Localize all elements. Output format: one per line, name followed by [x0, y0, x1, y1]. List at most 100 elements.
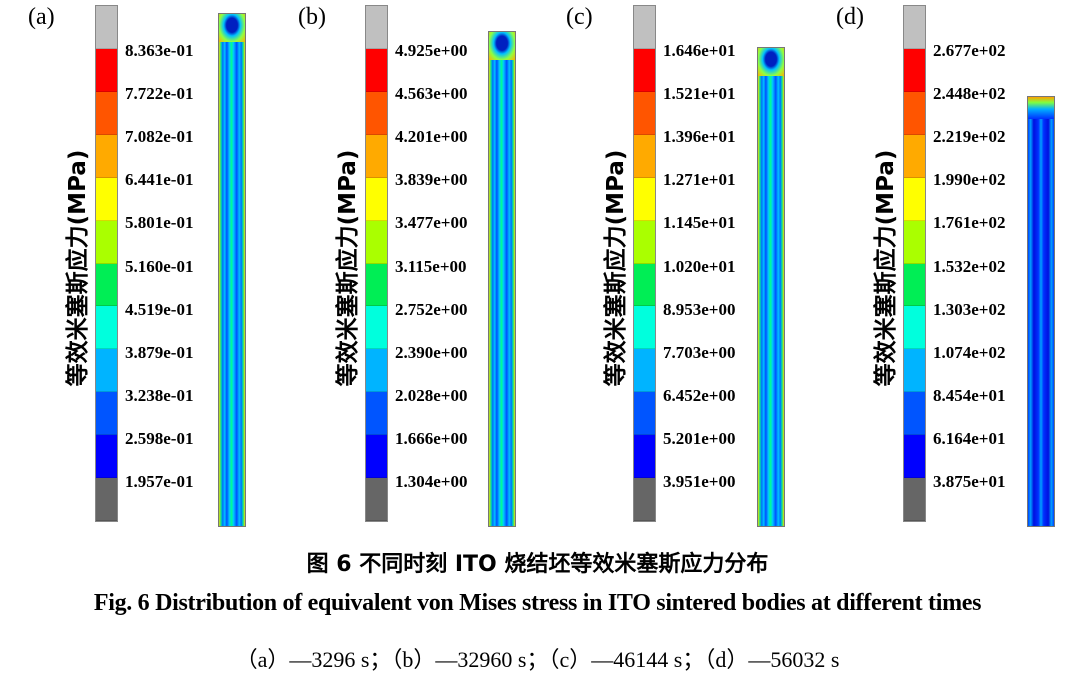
colorbar-segment	[904, 435, 925, 479]
panel-d: (d) 等效米塞斯应力(MPa) 2.677e+02 2.448e+02 2.219e+…	[808, 0, 1075, 535]
colorbar-segment	[366, 263, 387, 307]
figure-caption-english: Fig. 6 Distribution of equivalent von Mi…	[93, 590, 982, 616]
colorbar-segment	[96, 6, 117, 49]
figure-caption-times: （a）—3296 s；（b）—32960 s；（c）—46144 s；（d）—5…	[235, 647, 840, 672]
colorbar-tick-label: 1.303e+02	[933, 299, 1006, 319]
contour-top-region	[489, 32, 515, 60]
colorbar-segment	[366, 91, 387, 135]
colorbar-tick-label: 7.722e-01	[125, 84, 194, 104]
colorbar-segment	[366, 134, 387, 178]
y-axis-label: 等效米塞斯应力(MPa)	[873, 149, 899, 387]
colorbar-tick-label: 1.304e+00	[395, 471, 468, 491]
figure-caption-chinese: 图 6 不同时刻 ITO 烧结坯等效米塞斯应力分布	[306, 552, 769, 577]
colorbar-tick-label: 1.666e+00	[395, 428, 468, 448]
y-axis-label: 等效米塞斯应力(MPa)	[335, 149, 361, 387]
colorbar-tick-label: 1.271e+01	[663, 170, 736, 190]
colorbar-tick-label: 1.396e+01	[663, 127, 736, 147]
colorbar-segment	[904, 478, 925, 522]
colorbar-tick-label: 4.563e+00	[395, 84, 468, 104]
stress-contour-plot	[488, 31, 516, 527]
stress-contour-plot	[757, 47, 785, 527]
panel-label: (b)	[298, 4, 326, 30]
colorbar-segment	[904, 91, 925, 135]
colorbar-tick-label: 2.752e+00	[395, 299, 468, 319]
contour-top-region	[219, 14, 245, 42]
colorbar-segment	[904, 177, 925, 221]
colorbar-tick-label: 1.074e+02	[933, 342, 1006, 362]
colorbar-segment	[634, 349, 655, 393]
colorbar-segment	[634, 306, 655, 350]
colorbar-segment	[96, 478, 117, 522]
colorbar-tick-label: 6.441e-01	[125, 170, 194, 190]
colorbar-segment	[366, 392, 387, 436]
colorbar-tick-label: 6.164e+01	[933, 428, 1006, 448]
colorbar-tick-label: 5.201e+00	[663, 428, 736, 448]
colorbar-segment	[904, 48, 925, 92]
colorbar-segment	[96, 435, 117, 479]
colorbar-segment	[366, 6, 387, 49]
colorbar-segment	[96, 392, 117, 436]
stress-contour-plot	[218, 13, 246, 527]
colorbar-tick-label: 3.839e+00	[395, 170, 468, 190]
colorbar-tick-label: 6.452e+00	[663, 385, 736, 405]
colorbar-segment	[904, 392, 925, 436]
panel-b: (b) 等效米塞斯应力(MPa) 4.925e+00 4.563e+00 4.201e+…	[270, 0, 538, 535]
colorbar-segment	[634, 6, 655, 49]
y-axis-label: 等效米塞斯应力(MPa)	[65, 149, 91, 387]
colorbar-segment	[96, 134, 117, 178]
colorbar-tick-label: 4.519e-01	[125, 299, 194, 319]
colorbar-segment	[904, 349, 925, 393]
colorbar-tick-label: 2.677e+02	[933, 41, 1006, 61]
panel-a: (a) 等效米塞斯应力(MPa) 8.363e-01 7.722e-01 7.082e-…	[0, 0, 268, 535]
colorbar-segment	[96, 349, 117, 393]
panel-c: (c) 等效米塞斯应力(MPa) 1.646e+01 1.521e+01 1.396e+…	[538, 0, 806, 535]
colorbar-segment	[96, 220, 117, 264]
colorbar-tick-label: 4.201e+00	[395, 127, 468, 147]
colorbar-tick-label: 3.875e+01	[933, 471, 1006, 491]
colorbar-tick-label: 4.925e+00	[395, 41, 468, 61]
colorbar-tick-label: 1.957e-01	[125, 471, 194, 491]
colorbar-tick-label: 1.761e+02	[933, 213, 1006, 233]
colorbar-tick-label: 1.532e+02	[933, 256, 1006, 276]
panel-label: (c)	[566, 4, 593, 30]
colorbar-tick-label: 2.598e-01	[125, 428, 194, 448]
colorbar-segment	[366, 478, 387, 522]
colorbar-segment	[634, 392, 655, 436]
contour-top-region	[1028, 97, 1054, 119]
colorbar-segment	[634, 478, 655, 522]
colorbar-tick-label: 3.879e-01	[125, 342, 194, 362]
colorbar-tick-label: 3.477e+00	[395, 213, 468, 233]
colorbar-tick-label: 5.160e-01	[125, 256, 194, 276]
stress-contour-plot	[1027, 96, 1055, 527]
colorbar-segment	[96, 306, 117, 350]
colorbar-segment	[904, 306, 925, 350]
colorbar-segment	[366, 306, 387, 350]
colorbar-tick-label: 1.990e+02	[933, 170, 1006, 190]
colorbar-tick-label: 1.521e+01	[663, 84, 736, 104]
colorbar-segment	[904, 263, 925, 307]
colorbar-tick-label: 3.115e+00	[395, 256, 467, 276]
panel-label: (d)	[836, 4, 864, 30]
colorbar-segment	[96, 263, 117, 307]
colorbar-segment	[634, 48, 655, 92]
colorbar-segment	[634, 435, 655, 479]
colorbar-segment	[366, 220, 387, 264]
colorbar-tick-label: 8.363e-01	[125, 41, 194, 61]
colorbar-tick-label: 1.020e+01	[663, 256, 736, 276]
colorbar-segment	[634, 134, 655, 178]
colorbar-tick-label: 2.390e+00	[395, 342, 468, 362]
colorbar	[633, 5, 656, 522]
colorbar-tick-label: 7.703e+00	[663, 342, 736, 362]
colorbar-segment	[634, 177, 655, 221]
colorbar-tick-label: 2.219e+02	[933, 127, 1006, 147]
colorbar-tick-label: 2.448e+02	[933, 84, 1006, 104]
contour-top-region	[758, 48, 784, 76]
colorbar-segment	[634, 263, 655, 307]
colorbar-tick-label: 5.801e-01	[125, 213, 194, 233]
colorbar-segment	[96, 48, 117, 92]
colorbar-segment	[904, 134, 925, 178]
colorbar-tick-label: 7.082e-01	[125, 127, 194, 147]
colorbar-segment	[96, 91, 117, 135]
colorbar	[903, 5, 926, 522]
panel-label: (a)	[28, 4, 55, 30]
